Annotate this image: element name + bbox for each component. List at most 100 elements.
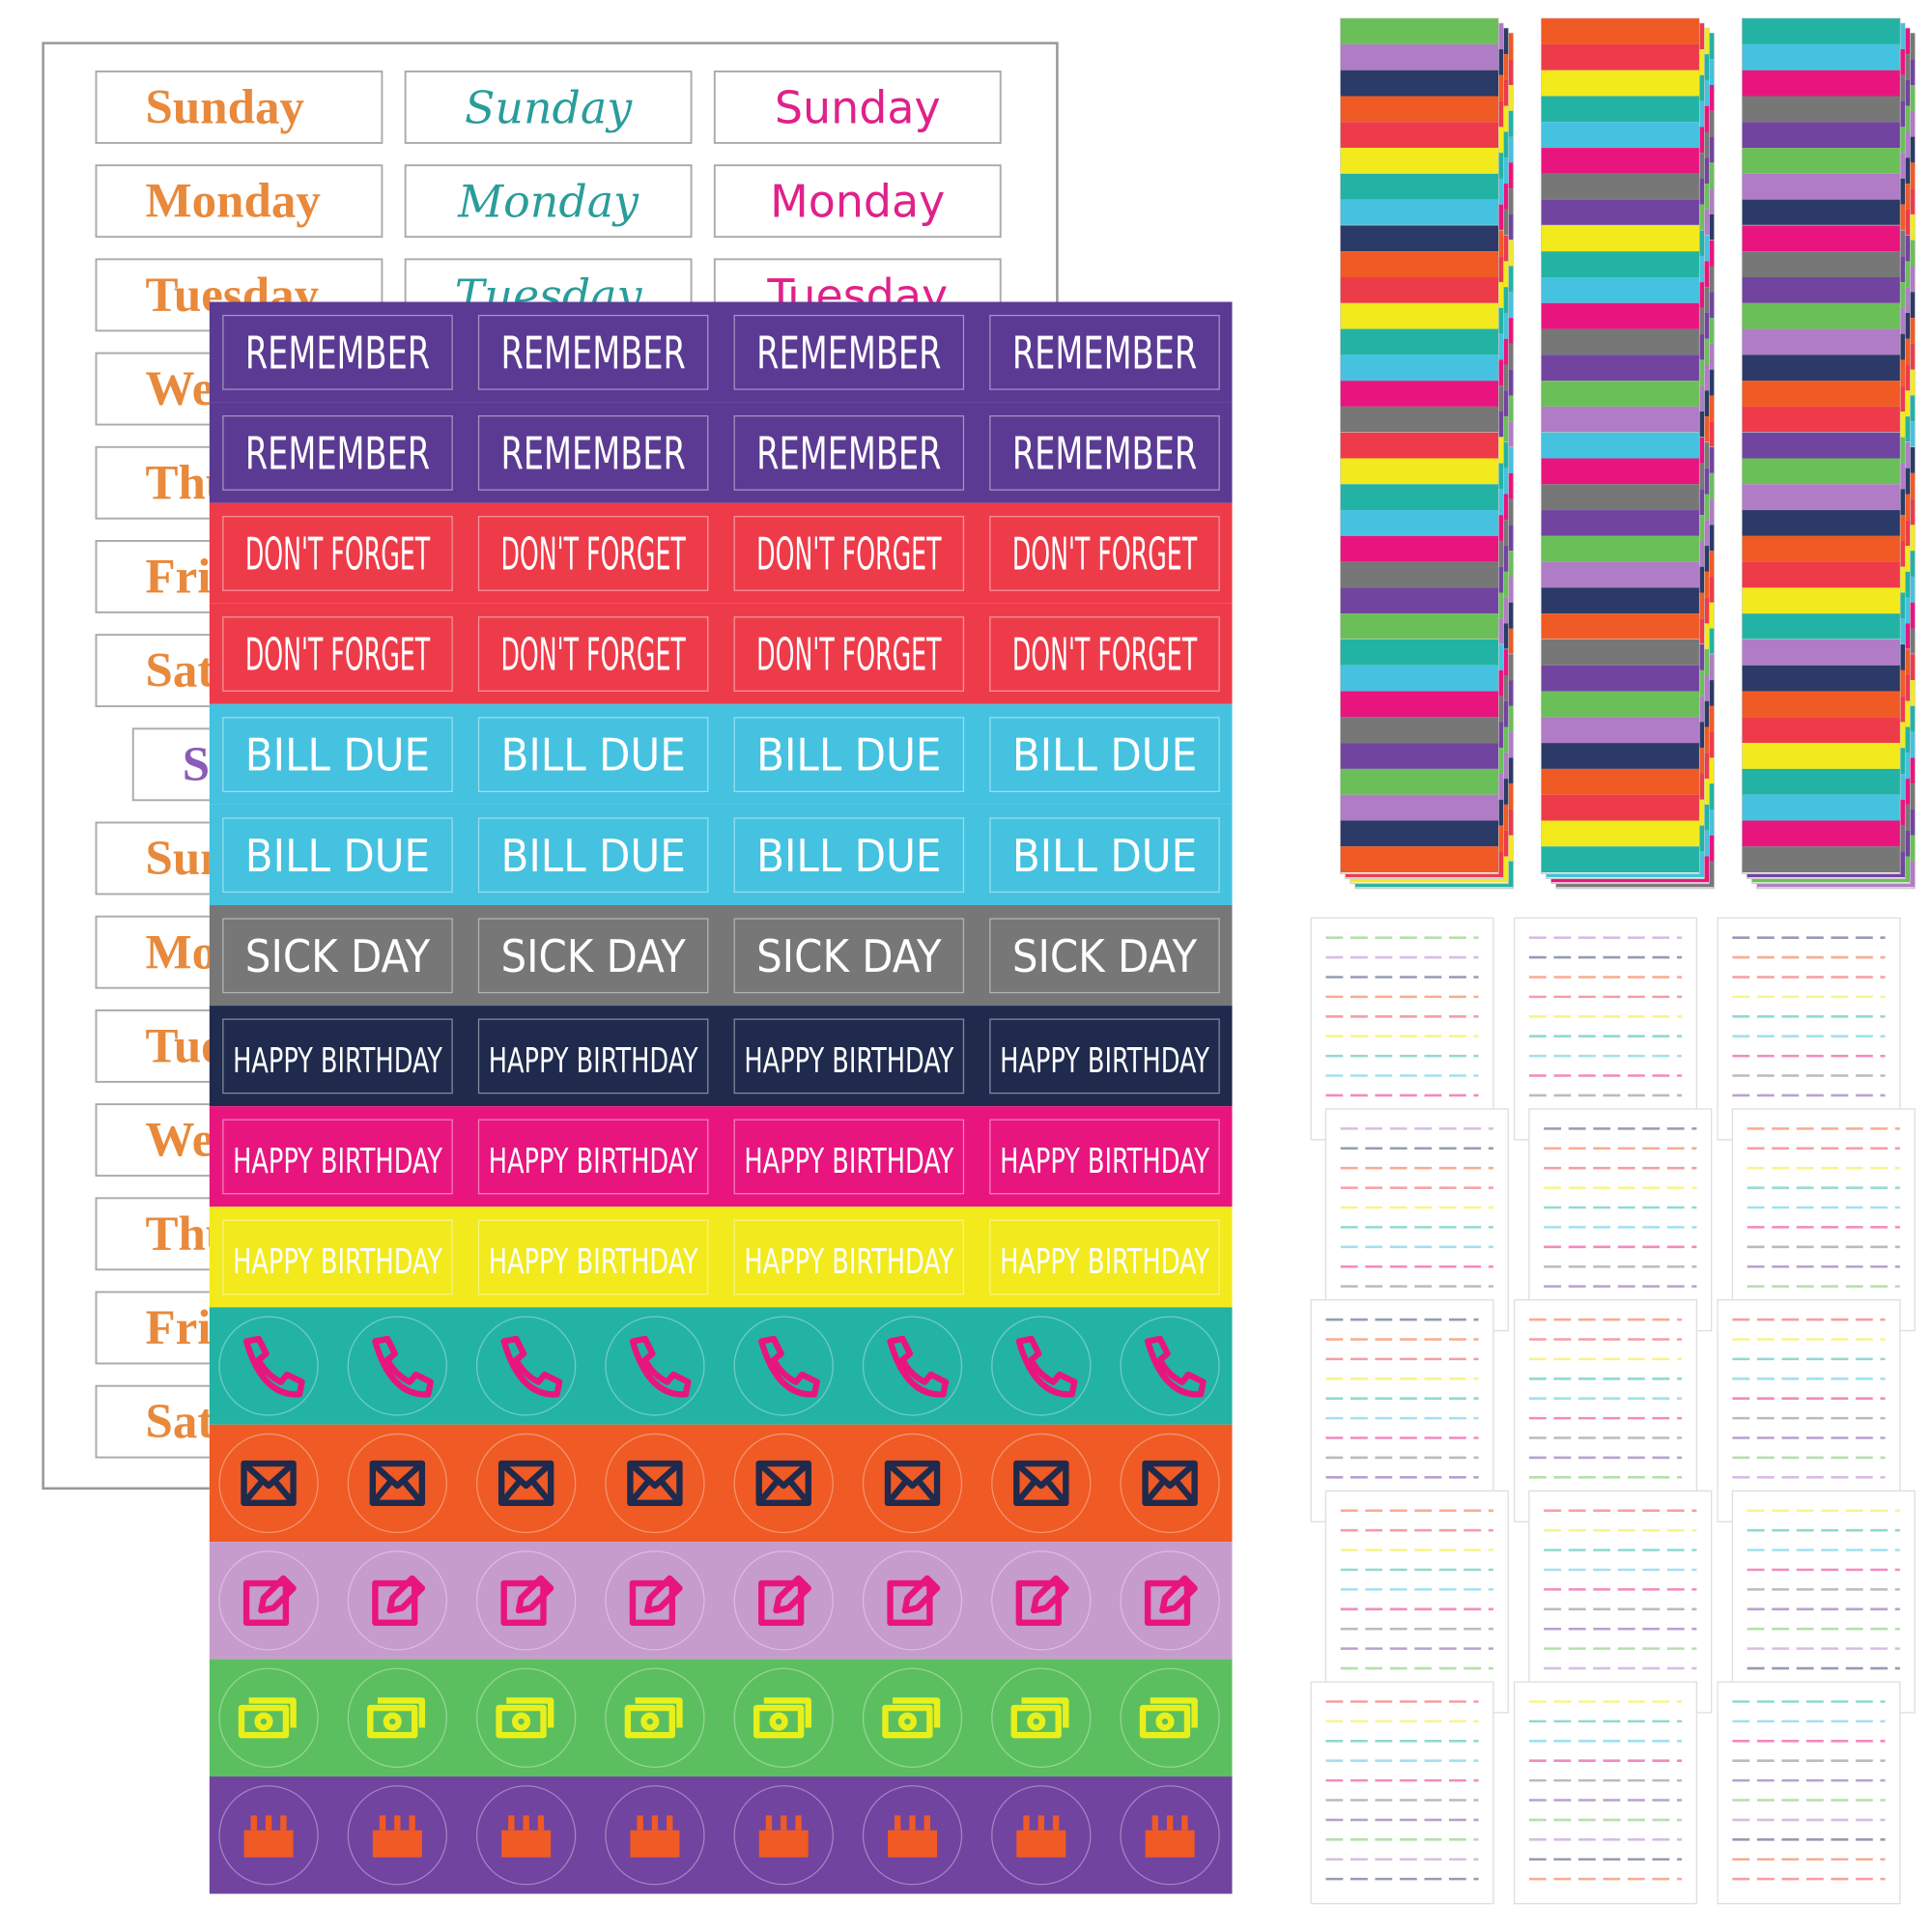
sticker-outline xyxy=(477,616,709,692)
icon-sticker xyxy=(605,1785,705,1886)
thumb-stripe xyxy=(1541,768,1699,795)
label-row xyxy=(209,1207,1233,1308)
thumb-stripe xyxy=(1742,743,1900,769)
thumb-stripe xyxy=(1340,70,1499,97)
money-back xyxy=(893,1697,941,1728)
sticker-label: DON'T FORGET xyxy=(756,629,942,681)
paper-sheet-thumb xyxy=(1513,1681,1698,1905)
sticker-outline xyxy=(989,616,1220,692)
sticker-outline xyxy=(222,1119,453,1195)
pencil xyxy=(773,1575,811,1614)
sticker-outline xyxy=(222,918,453,994)
sticker-outline xyxy=(733,314,965,390)
mail-icon xyxy=(241,1460,297,1507)
coin xyxy=(640,1712,660,1731)
thumb-stripe xyxy=(1742,122,1900,149)
day-label-box xyxy=(713,164,1002,239)
candles xyxy=(637,1815,673,1831)
label-row xyxy=(209,804,1233,905)
sticker-label: HAPPY BIRTHDAY xyxy=(233,1242,442,1282)
candles xyxy=(1151,1815,1188,1831)
sticker-outline xyxy=(477,1219,709,1295)
sticker-label: REMEMBER xyxy=(500,427,685,479)
mail-flap xyxy=(370,1461,425,1505)
cake-icon xyxy=(372,1830,422,1858)
thumb-stripe xyxy=(1742,70,1900,97)
sticker-label: HAPPY BIRTHDAY xyxy=(744,1142,953,1181)
cake-icon xyxy=(243,1830,294,1858)
thumb-stripe xyxy=(1541,613,1699,639)
icon-sticker xyxy=(218,1316,319,1416)
sticker-outline xyxy=(477,918,709,994)
sticker-label: DON'T FORGET xyxy=(1012,629,1198,681)
sticker-outline xyxy=(222,817,453,894)
sticker-outline xyxy=(733,616,965,692)
sticker-label: HAPPY BIRTHDAY xyxy=(489,1242,698,1282)
day-label: Monday xyxy=(770,176,945,228)
thumb-stripe xyxy=(1541,173,1699,200)
pencil xyxy=(1030,1575,1069,1614)
edit-icon xyxy=(500,1579,547,1627)
candles xyxy=(250,1815,287,1831)
thumb-stripe xyxy=(1340,458,1499,485)
thumb-stripe xyxy=(1340,691,1499,718)
thumb-stripe xyxy=(1541,251,1699,277)
money-icon xyxy=(1139,1704,1191,1739)
thumb-stripe xyxy=(1340,717,1499,744)
sticker-label: HAPPY BIRTHDAY xyxy=(233,1041,442,1081)
thumb-stripe xyxy=(1742,328,1900,355)
day-label-box xyxy=(713,71,1002,144)
sticker-outline xyxy=(989,1018,1220,1094)
phone-icon xyxy=(1015,1335,1078,1398)
label-row xyxy=(209,402,1233,503)
sticker-label: HAPPY BIRTHDAY xyxy=(1000,1041,1209,1081)
day-label-box xyxy=(404,71,693,144)
thumb-stripe xyxy=(1742,768,1900,795)
thumb-stripe xyxy=(1340,225,1499,252)
icon-sticker xyxy=(733,1550,834,1651)
candles xyxy=(379,1815,415,1831)
thumb-stripe xyxy=(1742,510,1900,536)
mail-flap xyxy=(242,1461,297,1505)
icon-sticker xyxy=(605,1316,705,1416)
icon-sticker xyxy=(475,1433,577,1534)
thumb-stripe xyxy=(1340,665,1499,692)
icon-sticker xyxy=(1120,1316,1220,1416)
phone-icon xyxy=(629,1335,692,1398)
sticker-label: REMEMBER xyxy=(1012,427,1197,479)
sticker-outline xyxy=(989,1119,1220,1195)
mail-flap xyxy=(498,1461,554,1505)
coin xyxy=(254,1712,273,1731)
thumb-stripe xyxy=(1742,302,1900,329)
paper-sheet-thumb xyxy=(1310,917,1494,1141)
sticker-outline xyxy=(477,817,709,894)
icon-row xyxy=(209,1307,1233,1425)
pencil xyxy=(901,1575,941,1614)
sticker-label: BILL DUE xyxy=(1012,729,1197,781)
thumb-stripe xyxy=(1541,148,1699,174)
sticker-outline xyxy=(222,414,453,491)
cake-icon xyxy=(630,1830,680,1858)
thumb-stripe xyxy=(1742,639,1900,666)
paper-sheet-thumb xyxy=(1731,1490,1916,1714)
mail-icon xyxy=(627,1460,683,1507)
thumb-stripe xyxy=(1742,432,1900,459)
day-label: Monday xyxy=(146,175,322,229)
thumb-stripe xyxy=(1340,122,1499,149)
thumb-stripe xyxy=(1742,43,1900,71)
thumb-stripe xyxy=(1541,328,1699,355)
thumb-stripe xyxy=(1541,484,1699,511)
icon-sticker xyxy=(862,1667,963,1768)
thumb-stripe xyxy=(1742,846,1900,873)
sticker-label: HAPPY BIRTHDAY xyxy=(1000,1142,1209,1181)
sticker-outline xyxy=(989,414,1220,491)
icon-sticker xyxy=(605,1433,705,1534)
icon-sticker xyxy=(1120,1667,1220,1768)
sticker-label: BILL DUE xyxy=(756,830,941,882)
sticker-outline xyxy=(477,414,709,491)
thumb-stripe xyxy=(1340,639,1499,666)
thumb-stripe xyxy=(1742,587,1900,614)
sticker-outline xyxy=(989,717,1220,793)
thumb-stripe xyxy=(1742,251,1900,277)
